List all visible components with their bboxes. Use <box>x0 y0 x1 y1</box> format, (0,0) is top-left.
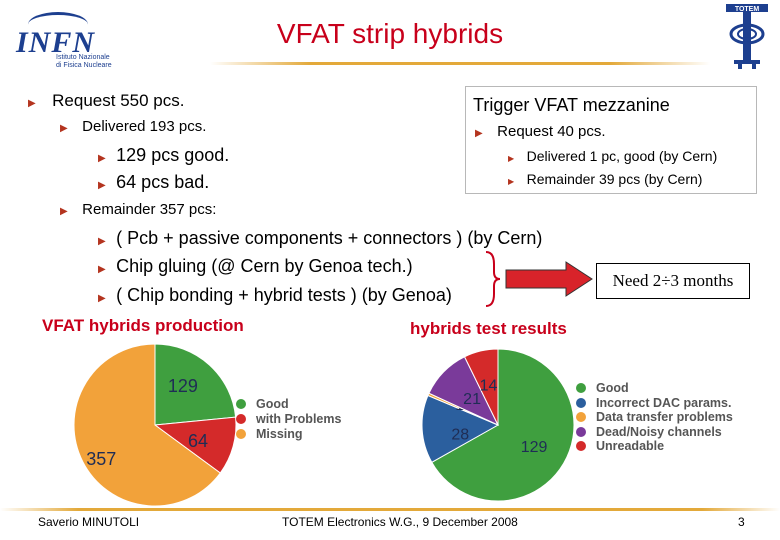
step-item: ▶ ( Pcb + passive components + connector… <box>98 228 542 249</box>
legend-label: Good <box>256 396 289 411</box>
production-pie-chart: 129 64 357 <box>73 343 237 507</box>
trigger-request-item: ▶ Request 40 pcs. <box>475 123 606 141</box>
totem-logo-text: TOTEM <box>735 6 760 13</box>
pie-slice-unreadable <box>463 348 499 426</box>
remainder-item: ▶ Remainder 357 pcs: <box>60 201 216 219</box>
legend-label: Unreadable <box>596 439 665 454</box>
production-chart-title: VFAT hybrids production <box>42 316 244 335</box>
trigger-box <box>465 86 757 194</box>
trigger-title: Trigger VFAT mezzanine <box>473 95 670 115</box>
pie-value-label: 21 <box>463 391 481 408</box>
brace-icon <box>485 251 501 307</box>
legend-label: with Problems <box>256 411 342 426</box>
infn-logo-subtitle: Istituto Nazionale di Fisica Nucleare <box>56 54 112 70</box>
infn-logo: INFN Istituto Nazionale di Fisica Nuclea… <box>12 8 122 70</box>
legend-item-transfer: Data transfer problems <box>576 410 733 425</box>
step-item: ▶ ( Chip bonding + hybrid tests ) (by Ge… <box>98 285 452 306</box>
pie-value-label: 129 <box>168 376 198 396</box>
bullet-icon: ▶ <box>508 154 515 163</box>
legend-swatch-missing <box>236 428 246 439</box>
bullet-icon: ▶ <box>475 128 483 139</box>
trigger-remainder-item: ▶ Remainder 39 pcs (by Cern) <box>508 171 702 189</box>
legend-swatch-dead <box>576 426 586 437</box>
production-legend: Good with Problems Missing <box>236 396 341 441</box>
legend-swatch-good <box>576 383 586 394</box>
pie-slice-good <box>431 348 575 502</box>
legend-item-good: Good <box>576 381 733 396</box>
bullet-icon: ▶ <box>98 180 106 191</box>
legend-label: Dead/Noisy channels <box>596 424 722 439</box>
pie-value-label: 129 <box>521 439 548 456</box>
step-text: Chip gluing (@ Cern by Genoa tech.) <box>116 256 413 276</box>
step-text: ( Pcb + passive components + connectors … <box>116 228 543 248</box>
test-pie-chart: 1292812114 <box>421 348 575 502</box>
bullet-icon: ▶ <box>98 293 106 304</box>
legend-swatch-unreadable <box>576 441 586 452</box>
legend-item-unreadable: Unreadable <box>576 439 733 454</box>
pie-slice-incorrect-dac-params- <box>421 394 500 463</box>
legend-item-dac: Incorrect DAC params. <box>576 396 733 411</box>
right-arrow-icon <box>505 261 593 297</box>
brace-arrow <box>485 251 593 307</box>
bullet-icon: ▶ <box>28 98 36 109</box>
legend-label: Missing <box>256 426 303 441</box>
legend-swatch-transfer <box>576 412 586 423</box>
pie-slice-missing <box>73 343 221 507</box>
slide-title: VFAT strip hybrids <box>276 18 504 49</box>
trigger-remainder-text: Remainder 39 pcs (by Cern) <box>526 171 703 187</box>
need-box: Need 2÷3 months <box>596 263 750 299</box>
footer-page-number: 3 <box>738 515 745 529</box>
infn-logo-arc <box>28 12 88 37</box>
step-item: ▶ Chip gluing (@ Cern by Genoa tech.) <box>98 256 413 277</box>
footer-rule <box>0 508 780 511</box>
footer-event: TOTEM Electronics W.G., 9 December 2008 <box>282 515 518 529</box>
bad-text: 64 pcs bad. <box>116 172 210 192</box>
infn-logo-text: INFN <box>16 26 96 59</box>
trigger-delivered-item: ▶ Delivered 1 pc, good (by Cern) <box>508 148 717 166</box>
pie-slice-good <box>154 343 237 426</box>
legend-item-problems: with Problems <box>236 411 341 426</box>
bullet-icon: ▶ <box>508 177 515 186</box>
request-item: ▶ Request 550 pcs. <box>28 91 184 111</box>
bullet-icon: ▶ <box>60 123 68 134</box>
infn-sub-line-1: Istituto Nazionale <box>56 54 110 61</box>
legend-swatch-problems <box>236 413 246 424</box>
test-chart-title: hybrids test results <box>410 319 567 338</box>
test-legend: Good Incorrect DAC params. Data transfer… <box>576 381 733 454</box>
trigger-request-text: Request 40 pcs. <box>497 123 606 140</box>
footer-author: Saverio MINUTOLI <box>38 515 140 529</box>
legend-label: Data transfer problems <box>596 410 733 425</box>
good-text: 129 pcs good. <box>116 145 230 165</box>
remainder-text: Remainder 357 pcs: <box>82 201 217 218</box>
delivered-text: Delivered 193 pcs. <box>82 118 207 135</box>
bullet-icon: ▶ <box>98 153 106 164</box>
legend-item-dead: Dead/Noisy channels <box>576 425 733 440</box>
infn-sub-line-2: di Fisica Nucleare <box>56 62 112 69</box>
legend-item-good: Good <box>236 396 341 411</box>
legend-label: Incorrect DAC params. <box>596 395 732 410</box>
totem-logo: TOTEM <box>722 4 772 70</box>
legend-swatch-dac <box>576 397 586 408</box>
pie-value-label: 28 <box>451 426 469 443</box>
pie-value-label: 357 <box>86 449 116 469</box>
pie-value-label: 14 <box>480 377 498 394</box>
delivered-item: ▶ Delivered 193 pcs. <box>60 118 206 136</box>
trigger-delivered-text: Delivered 1 pc, good (by Cern) <box>526 148 718 164</box>
request-text: Request 550 pcs. <box>52 91 185 110</box>
bullet-icon: ▶ <box>98 264 106 275</box>
step-text: ( Chip bonding + hybrid tests ) (by Geno… <box>116 285 452 305</box>
pie-value-label: 64 <box>188 431 208 451</box>
legend-swatch-good <box>236 398 246 409</box>
legend-item-missing: Missing <box>236 426 341 441</box>
bullet-icon: ▶ <box>98 236 106 247</box>
bad-item: ▶ 64 pcs bad. <box>98 172 209 193</box>
good-item: ▶ 129 pcs good. <box>98 145 229 166</box>
bullet-icon: ▶ <box>60 206 68 217</box>
legend-label: Good <box>596 381 629 396</box>
title-underline <box>210 62 710 65</box>
